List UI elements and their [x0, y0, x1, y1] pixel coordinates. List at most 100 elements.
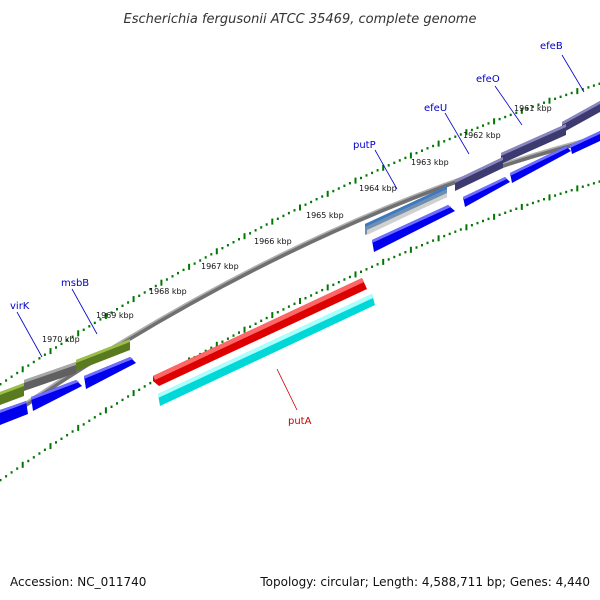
tick-mark [188, 263, 191, 270]
gene-putA-block[interactable] [153, 278, 367, 386]
cds-putA-arrow[interactable] [158, 294, 375, 406]
tick-mark [77, 424, 80, 431]
gene-label-putP[interactable]: putP [353, 140, 398, 190]
cds-efeU-arrow[interactable] [463, 177, 510, 207]
tick-mark [348, 275, 351, 279]
map-title: Escherichia fergusonii ATCC 35469, compl… [124, 12, 477, 27]
cds-virK-arrow[interactable] [31, 380, 82, 411]
tick-mark [554, 97, 557, 100]
tick-mark [393, 255, 396, 259]
tick-mark [509, 209, 512, 212]
tick-mark [143, 291, 146, 294]
tick-mark [487, 122, 490, 125]
tick-mark [548, 194, 551, 201]
tick-mark [543, 101, 545, 104]
tick-mark [104, 313, 107, 319]
gene-efeU-block[interactable] [455, 157, 503, 191]
gene-label-msbB[interactable]: msbB [61, 278, 98, 335]
tick-mark [576, 88, 579, 95]
topology-label: Topology: circular; Length: 4,588,711 bp… [259, 575, 590, 589]
tick-mark [548, 97, 551, 104]
tick-mark [226, 244, 229, 247]
gene-msbB-block[interactable] [76, 339, 130, 371]
svg-text:1968 kbp: 1968 kbp [149, 287, 187, 296]
svg-text:1969 kbp: 1969 kbp [96, 311, 134, 320]
tick-mark [271, 218, 274, 225]
tick-mark [215, 248, 218, 255]
tick-mark [332, 189, 335, 193]
svg-text:putA: putA [288, 416, 312, 427]
tick-mark [193, 262, 196, 265]
cds-left-edge-arrow[interactable] [0, 401, 28, 425]
tick-mark [182, 268, 185, 272]
cds-putP-arrow[interactable] [372, 205, 455, 252]
tick-mark [304, 203, 307, 206]
tick-mark [282, 214, 285, 218]
tick-mark [515, 111, 518, 114]
tick-mark [310, 294, 313, 297]
tick-mark [38, 452, 41, 455]
gene-putP-block[interactable] [365, 186, 447, 235]
tick-mark [387, 164, 390, 167]
genome-backbone-highlight [0, 134, 600, 421]
tick-mark [171, 275, 174, 278]
tick-mark [476, 126, 479, 129]
svg-text:1962 kbp: 1962 kbp [463, 131, 501, 140]
tick-mark [32, 456, 35, 459]
tick-mark [415, 246, 418, 249]
tick-mark [421, 149, 423, 152]
svg-text:1966 kbp: 1966 kbp [254, 237, 292, 246]
tick-mark [415, 151, 418, 155]
tick-mark [10, 375, 13, 378]
tick-mark [260, 226, 263, 229]
tick-mark [476, 221, 479, 225]
cds-efeO-arrow[interactable] [510, 146, 571, 183]
tick-mark [204, 256, 207, 259]
tick-mark [254, 229, 257, 232]
tick-mark [493, 213, 496, 220]
cds-msbB-arrow[interactable] [84, 357, 136, 389]
gene-label-efeO[interactable]: efeO [476, 74, 523, 126]
tick-mark [432, 239, 435, 242]
tick-mark [321, 195, 324, 198]
tick-mark [71, 335, 74, 338]
tick-mark [27, 364, 30, 367]
tick-mark [543, 198, 545, 201]
tick-mark [110, 405, 113, 408]
tick-mark [470, 224, 473, 227]
gene-left-edge-block[interactable] [0, 383, 24, 405]
tick-mark [293, 302, 296, 305]
tick-mark [49, 348, 52, 355]
tick-mark [409, 152, 412, 159]
tick-mark [337, 281, 340, 284]
tick-mark [88, 325, 91, 328]
tick-mark [165, 278, 168, 281]
tick-mark [82, 328, 85, 331]
gene-efeO-block[interactable] [501, 124, 566, 164]
tick-mark [154, 284, 157, 288]
gene-efeB-block[interactable] [562, 101, 600, 133]
tick-mark [38, 357, 41, 360]
tick-mark [448, 232, 451, 236]
svg-text:1965 kbp: 1965 kbp [306, 211, 344, 220]
tick-mark [504, 211, 507, 214]
gene-label-virK[interactable]: virK [10, 301, 43, 358]
cds-efeB-arrow[interactable] [570, 131, 600, 154]
tick-mark [66, 434, 69, 437]
tick-mark [382, 258, 385, 265]
svg-text:msbB: msbB [61, 278, 89, 289]
gene-label-putA[interactable]: putA [276, 368, 312, 427]
gene-virK-block[interactable] [24, 362, 76, 391]
tick-mark [321, 288, 324, 292]
tick-mark [238, 331, 240, 334]
gene-label-efeB[interactable]: efeB [540, 41, 585, 93]
svg-text:virK: virK [10, 301, 30, 312]
svg-text:1967 kbp: 1967 kbp [201, 262, 239, 271]
tick-mark [215, 341, 218, 348]
tick-mark [537, 103, 540, 106]
tick-mark [498, 117, 501, 121]
kbp-label-1964: 1964 kbp [359, 184, 397, 193]
gene-label-efeU[interactable]: efeU [424, 103, 470, 155]
genome-backbone [0, 134, 600, 426]
